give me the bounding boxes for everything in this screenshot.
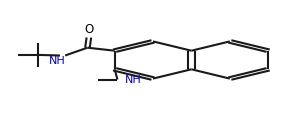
Text: NH: NH — [125, 75, 141, 85]
Text: O: O — [84, 23, 94, 36]
Text: NH: NH — [49, 56, 66, 66]
